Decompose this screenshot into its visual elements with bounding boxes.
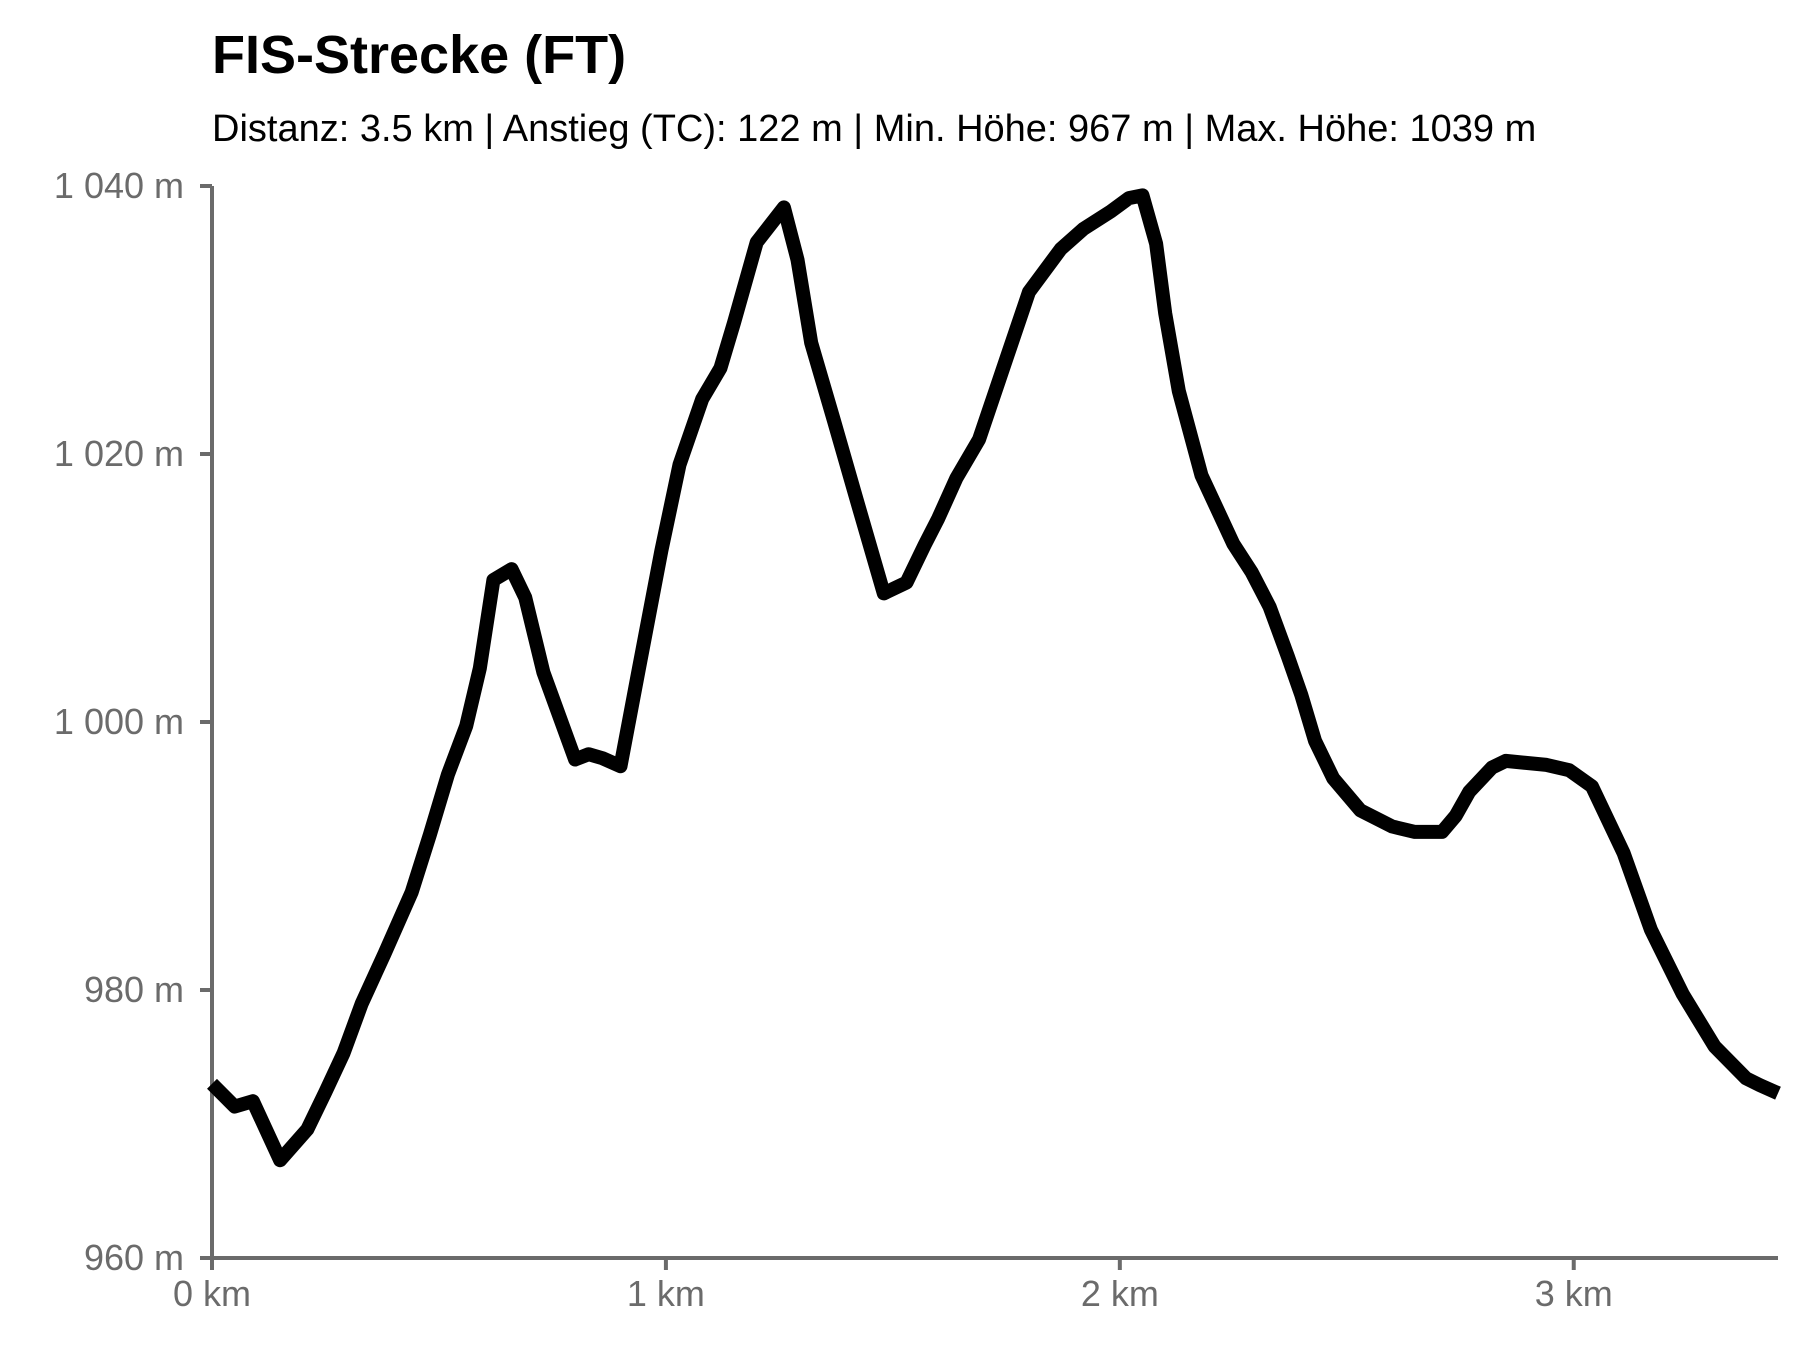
y-tick-label: 1 000 m (54, 701, 184, 742)
elevation-line (207, 188, 1781, 1168)
x-tick-label: 0 km (173, 1273, 251, 1314)
y-tick-label: 1 020 m (54, 433, 184, 474)
y-tick-label: 960 m (84, 1237, 184, 1278)
chart-subtitle: Distanz: 3.5 km | Anstieg (TC): 122 m | … (212, 108, 1537, 150)
x-tick-label: 2 km (1081, 1273, 1159, 1314)
x-tick-label: 1 km (627, 1273, 705, 1314)
x-tick-label: 3 km (1535, 1273, 1613, 1314)
y-tick-label: 980 m (84, 969, 184, 1010)
y-tick-label: 1 040 m (54, 165, 184, 206)
chart-title: FIS-Strecke (FT) (212, 25, 627, 85)
